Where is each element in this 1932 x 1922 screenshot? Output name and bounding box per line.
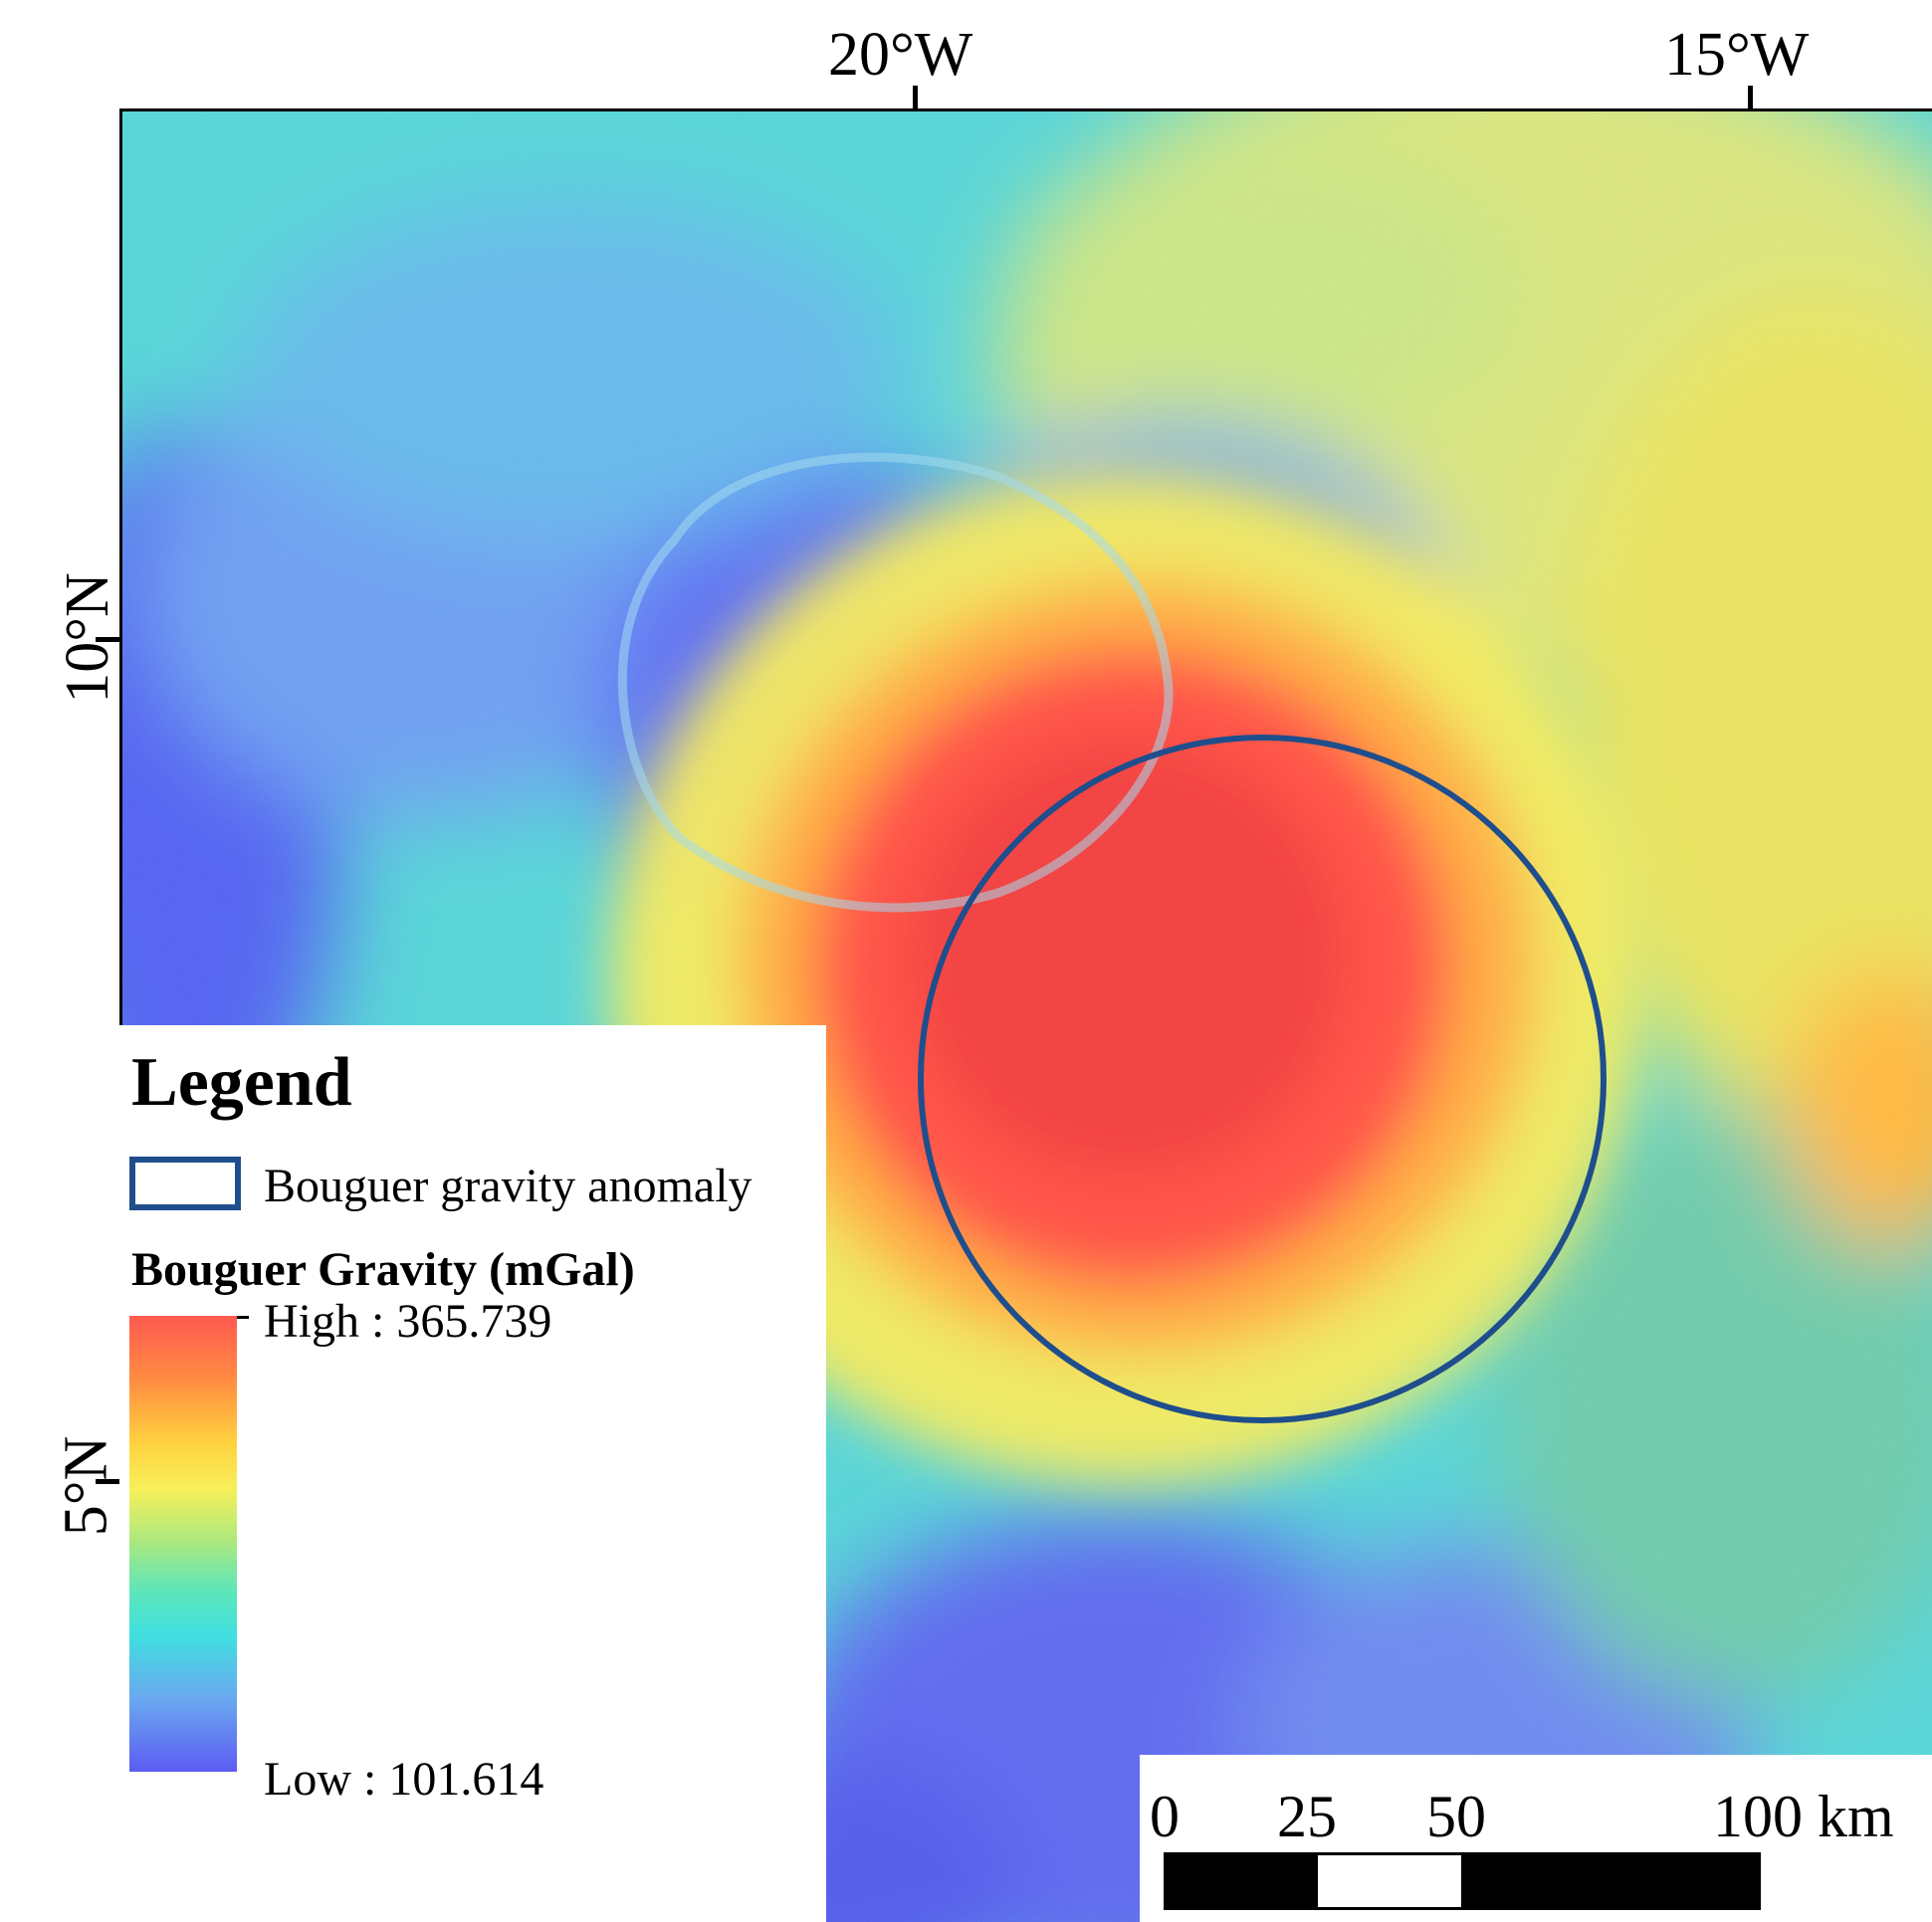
ramp-low-label: Low : 101.614 <box>264 1753 544 1806</box>
scale-seg-50-100 <box>1464 1852 1761 1910</box>
ramp-high-tick <box>237 1316 249 1319</box>
lon-tick-20w <box>913 86 918 109</box>
anomaly-swatch <box>129 1157 241 1210</box>
ramp-high-label: High : 365.739 <box>264 1295 552 1348</box>
scale-bar: 0 25 50 100 km <box>1140 1755 1932 1922</box>
scale-label-100km: 100 km <box>1713 1784 1894 1849</box>
ramp-title: Bouguer Gravity (mGal) <box>131 1243 635 1296</box>
legend: Legend Bouguer gravity anomaly Bouguer G… <box>119 1025 826 1922</box>
scale-label-25: 25 <box>1277 1784 1337 1849</box>
lat-label-5n: 5°N <box>52 1435 120 1537</box>
lat-tick-10n <box>96 637 121 642</box>
legend-title: Legend <box>131 1044 352 1121</box>
color-ramp <box>129 1316 237 1772</box>
gravity-map <box>122 111 1932 1922</box>
scale-seg-25-50 <box>1315 1852 1464 1910</box>
scale-seg-0-25 <box>1164 1852 1315 1910</box>
lon-label-15w: 15°W <box>1664 21 1810 89</box>
map-frame <box>119 108 1932 1922</box>
lon-label-20w: 20°W <box>828 21 973 89</box>
lon-tick-15w <box>1748 86 1753 109</box>
anomaly-label: Bouguer gravity anomaly <box>264 1160 752 1212</box>
scale-label-0: 0 <box>1150 1784 1180 1849</box>
scale-label-50: 50 <box>1426 1784 1486 1849</box>
bouguer-anomaly-circle <box>918 735 1607 1423</box>
lat-tick-5n <box>96 1479 121 1484</box>
